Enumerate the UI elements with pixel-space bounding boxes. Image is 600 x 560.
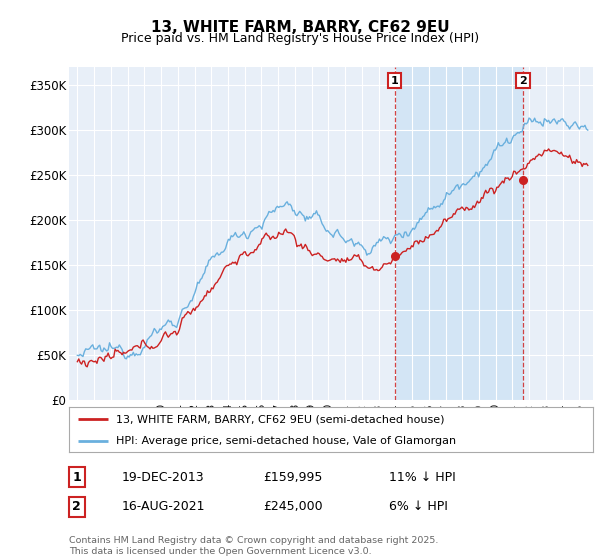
Text: 6% ↓ HPI: 6% ↓ HPI bbox=[389, 500, 448, 514]
Text: 2: 2 bbox=[73, 500, 81, 514]
Text: 1: 1 bbox=[391, 76, 399, 86]
Text: £245,000: £245,000 bbox=[263, 500, 322, 514]
Text: 16-AUG-2021: 16-AUG-2021 bbox=[122, 500, 205, 514]
Text: 13, WHITE FARM, BARRY, CF62 9EU: 13, WHITE FARM, BARRY, CF62 9EU bbox=[151, 20, 449, 35]
Text: 2: 2 bbox=[519, 76, 527, 86]
Text: £159,995: £159,995 bbox=[263, 470, 322, 484]
Text: 11% ↓ HPI: 11% ↓ HPI bbox=[389, 470, 455, 484]
Bar bbox=[395, 67, 523, 400]
Text: Contains HM Land Registry data © Crown copyright and database right 2025.
This d: Contains HM Land Registry data © Crown c… bbox=[69, 536, 439, 556]
Text: 13, WHITE FARM, BARRY, CF62 9EU (semi-detached house): 13, WHITE FARM, BARRY, CF62 9EU (semi-de… bbox=[116, 414, 445, 424]
Text: HPI: Average price, semi-detached house, Vale of Glamorgan: HPI: Average price, semi-detached house,… bbox=[116, 436, 456, 446]
Text: 1: 1 bbox=[73, 470, 81, 484]
Text: 19-DEC-2013: 19-DEC-2013 bbox=[122, 470, 205, 484]
Text: Price paid vs. HM Land Registry's House Price Index (HPI): Price paid vs. HM Land Registry's House … bbox=[121, 32, 479, 45]
